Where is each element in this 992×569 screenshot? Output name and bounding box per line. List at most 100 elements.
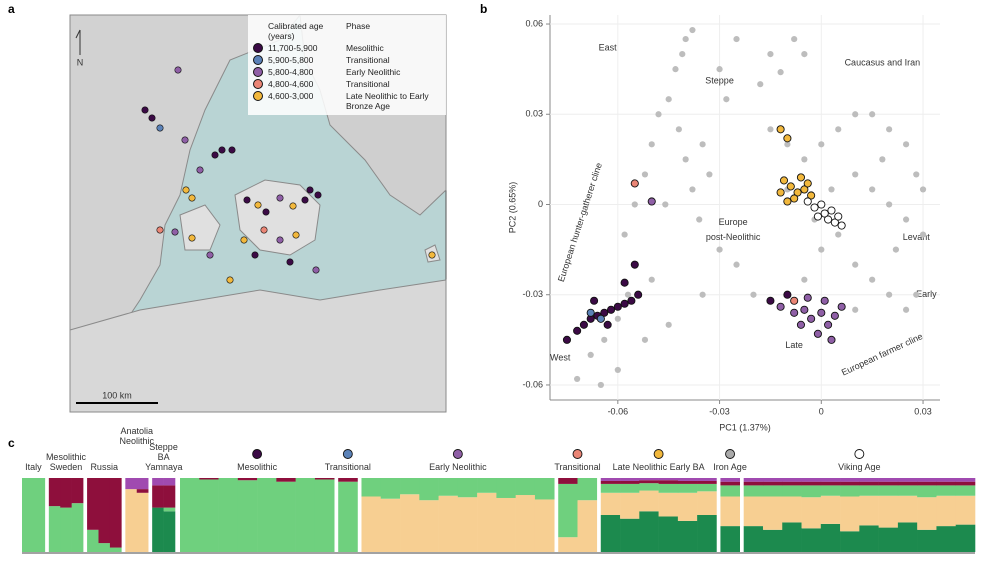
bar-segment	[60, 478, 72, 508]
bar-segment	[917, 529, 937, 552]
bar-segment	[295, 478, 316, 552]
bar-segment	[163, 511, 176, 552]
bar-segment	[438, 478, 459, 496]
point	[800, 305, 809, 314]
point	[807, 314, 816, 323]
map-sample	[240, 236, 248, 244]
bar-segment	[917, 481, 937, 486]
bar-segment	[600, 478, 621, 481]
bar-segment	[87, 478, 99, 530]
bar-segment	[782, 485, 802, 497]
group-marker	[854, 449, 865, 459]
point	[827, 335, 836, 344]
bar-segment	[457, 497, 478, 552]
point	[689, 186, 696, 193]
bar-segment	[801, 478, 822, 482]
point	[824, 215, 833, 224]
bar-segment	[98, 478, 111, 544]
bar-segment	[743, 481, 764, 486]
map-sample	[188, 194, 196, 202]
map-sample	[141, 106, 149, 114]
point	[648, 276, 655, 283]
point	[733, 261, 740, 268]
bar-segment	[720, 526, 740, 552]
bar-segment	[71, 503, 84, 552]
bar-segment	[496, 478, 516, 498]
bar-segment	[218, 478, 239, 552]
bar-segment	[152, 507, 164, 552]
map-sample	[156, 124, 164, 132]
legend-phase: Transitional	[346, 55, 390, 65]
point	[587, 351, 594, 358]
bar-segment	[917, 485, 937, 498]
point	[820, 209, 829, 218]
bar-segment	[782, 522, 802, 552]
bar-segment	[109, 547, 122, 552]
bar-segment	[48, 506, 61, 552]
bar-segment	[658, 483, 679, 493]
point	[699, 141, 706, 148]
group-marker	[653, 449, 664, 459]
bar-segment	[936, 526, 957, 552]
annotation: East	[599, 42, 618, 52]
point	[790, 308, 799, 317]
bar-segment	[152, 485, 164, 508]
bar-segment	[917, 478, 937, 482]
bar-segment	[534, 499, 555, 552]
bar-segment	[820, 485, 841, 496]
point	[828, 186, 835, 193]
point	[803, 197, 812, 206]
point	[776, 302, 785, 311]
map-sample	[306, 186, 314, 194]
bar-segment	[677, 478, 698, 481]
y-tick-label: -0.06	[522, 379, 543, 389]
point	[783, 290, 792, 299]
bar-segment	[558, 483, 578, 538]
point	[627, 296, 636, 305]
bar-segment	[878, 485, 899, 496]
point	[817, 308, 826, 317]
legend-phase: Early Neolithic	[346, 67, 401, 77]
bar-segment	[515, 495, 536, 552]
map-sample	[182, 186, 190, 194]
point	[852, 306, 859, 313]
bar-segment	[782, 481, 802, 486]
point	[813, 212, 822, 221]
point	[624, 291, 632, 298]
map-sample	[312, 266, 320, 274]
map-sample	[181, 136, 189, 144]
bar-segment	[878, 481, 899, 486]
bar-segment	[496, 497, 516, 552]
bar-segment	[820, 523, 841, 552]
bar-segment	[801, 528, 822, 552]
bar-segment	[801, 481, 822, 486]
legend-entry: 4,600-3,000 Late Neolithic to Early Bronz…	[253, 91, 441, 111]
point	[574, 375, 581, 383]
bar-segment	[936, 481, 957, 486]
bar-segment	[762, 478, 783, 482]
group-label: Iron Age	[713, 462, 747, 472]
bar-segment	[400, 494, 420, 552]
bar-segment	[237, 480, 258, 552]
bar-segment	[477, 478, 497, 493]
point	[803, 179, 812, 188]
bar-segment	[762, 496, 783, 530]
annotation: post-Neolithic	[706, 232, 761, 242]
point	[820, 296, 829, 305]
point	[801, 276, 808, 283]
point	[665, 96, 672, 103]
point	[573, 326, 582, 335]
point	[790, 296, 799, 305]
point	[662, 201, 669, 208]
map-sample	[211, 151, 219, 159]
bar-segment	[859, 485, 879, 496]
bar-segment	[71, 478, 84, 504]
group-label: Late Neolithic Early BA	[612, 462, 705, 472]
legend-phase: Late Neolithic to Early Bronze Age	[346, 91, 429, 111]
point	[834, 212, 843, 221]
point	[641, 171, 649, 178]
point	[634, 290, 643, 299]
bar-segment	[620, 518, 640, 552]
point	[869, 276, 876, 283]
